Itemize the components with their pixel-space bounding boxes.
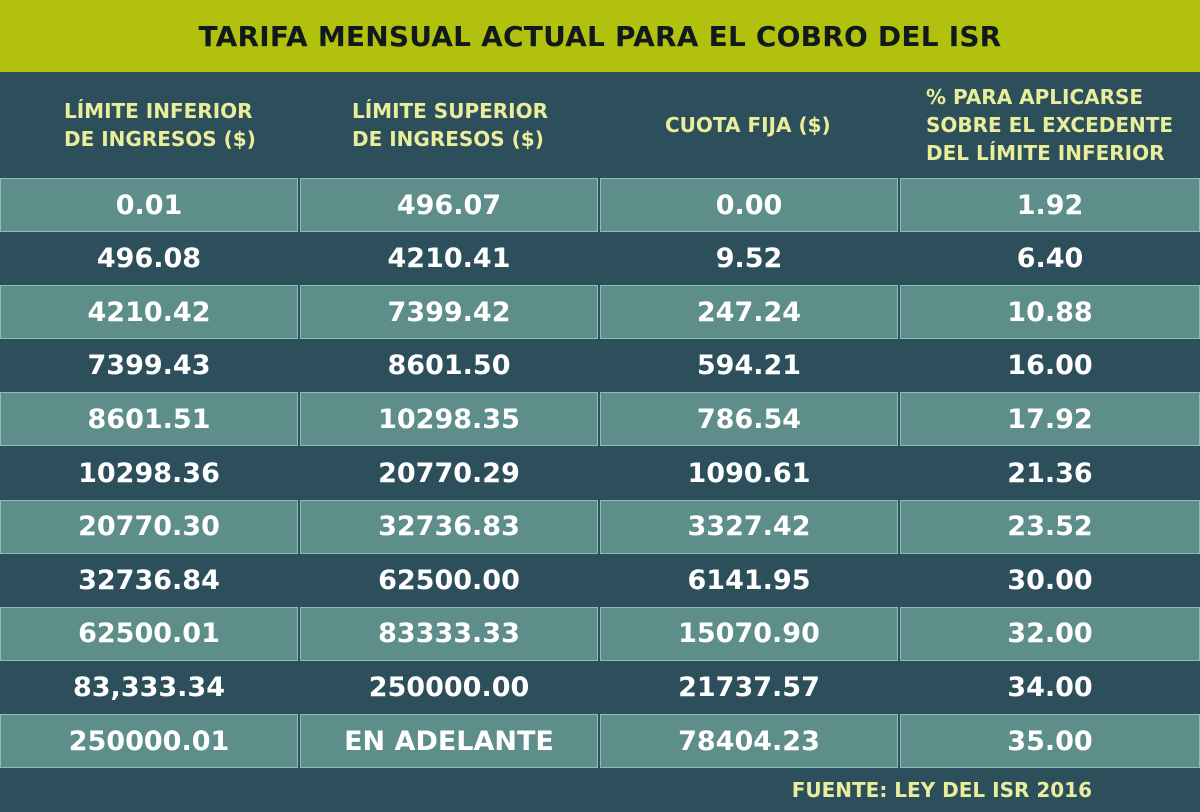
- limite-inferior-cell: 250000.01: [0, 714, 298, 768]
- chart-title: TARIFA MENSUAL ACTUAL PARA EL COBRO DEL …: [198, 19, 1002, 53]
- header-porcentaje: % PARA APLICARSE SOBRE EL EXCEDENTE DEL …: [926, 85, 1174, 165]
- porcentaje-cell: 21.36: [1007, 457, 1093, 489]
- table-row: 20770.30 32736.83 3327.42 23.52: [0, 499, 1200, 554]
- porcentaje-cell: 35.00: [900, 714, 1200, 768]
- cuota-fija-cell: 594.21: [696, 350, 802, 382]
- limite-superior-cell: 83333.33: [300, 606, 598, 661]
- limite-superior-cell: 496.07: [300, 178, 598, 232]
- porcentaje-cell: 1.92: [900, 178, 1200, 232]
- cuota-fija-cell: 9.52: [715, 243, 783, 275]
- limite-inferior-cell: 20770.30: [0, 499, 298, 554]
- limite-inferior-cell: 62500.01: [0, 606, 298, 661]
- limite-superior-cell: 250000.00: [368, 671, 530, 703]
- porcentaje-cell: 32.00: [900, 606, 1200, 661]
- cuota-fija-cell: 1090.61: [687, 457, 811, 489]
- cuota-fija-cell: 0.00: [600, 178, 898, 232]
- table-row: 62500.01 83333.33 15070.90 32.00: [0, 606, 1200, 661]
- table-row: 32736.84 62500.00 6141.95 30.00: [0, 553, 1200, 607]
- cuota-fija-cell: 15070.90: [600, 606, 898, 661]
- table-row: 496.08 4210.41 9.52 6.40: [0, 232, 1200, 286]
- limite-superior-cell: 32736.83: [300, 499, 598, 554]
- porcentaje-cell: 16.00: [1007, 350, 1093, 382]
- limite-inferior-cell: 0.01: [0, 178, 298, 232]
- table-row: 7399.43 8601.50 594.21 16.00: [0, 339, 1200, 393]
- limite-superior-cell: 4210.41: [387, 243, 511, 275]
- table-row: 8601.51 10298.35 786.54 17.92: [0, 392, 1200, 447]
- porcentaje-cell: 10.88: [900, 285, 1200, 340]
- limite-superior-cell: 10298.35: [300, 392, 598, 447]
- limite-inferior-cell: 83,333.34: [72, 671, 226, 703]
- limite-inferior-cell: 32736.84: [78, 564, 220, 596]
- cuota-fija-cell: 21737.57: [678, 671, 820, 703]
- limite-superior-cell: 7399.42: [300, 285, 598, 340]
- porcentaje-cell: 17.92: [900, 392, 1200, 447]
- table-row: 250000.01 EN ADELANTE 78404.23 35.00: [0, 714, 1200, 768]
- table-row: 10298.36 20770.29 1090.61 21.36: [0, 446, 1200, 500]
- table-row: 4210.42 7399.42 247.24 10.88: [0, 285, 1200, 340]
- porcentaje-cell: 34.00: [1007, 671, 1093, 703]
- limite-inferior-cell: 7399.43: [87, 350, 211, 382]
- porcentaje-cell: 6.40: [1016, 243, 1084, 275]
- title-bar: TARIFA MENSUAL ACTUAL PARA EL COBRO DEL …: [0, 0, 1200, 72]
- table-row: 83,333.34 250000.00 21737.57 34.00: [0, 660, 1200, 714]
- porcentaje-cell: 23.52: [900, 499, 1200, 554]
- cuota-fija-cell: 6141.95: [687, 564, 811, 596]
- table-row: 0.01 496.07 0.00 1.92: [0, 178, 1200, 232]
- porcentaje-cell: 30.00: [1007, 564, 1093, 596]
- limite-inferior-cell: 8601.51: [0, 392, 298, 447]
- limite-superior-cell: EN ADELANTE: [300, 714, 598, 768]
- cuota-fija-cell: 786.54: [600, 392, 898, 447]
- limite-superior-cell: 20770.29: [378, 457, 520, 489]
- cuota-fija-cell: 78404.23: [600, 714, 898, 768]
- limite-inferior-cell: 496.08: [96, 243, 202, 275]
- table-header: LÍMITE INFERIOR DE INGRESOS ($) LÍMITE S…: [0, 72, 1200, 178]
- cuota-fija-cell: 3327.42: [600, 499, 898, 554]
- header-cuota-fija: CUOTA FIJA ($): [665, 113, 831, 137]
- cuota-fija-cell: 247.24: [600, 285, 898, 340]
- limite-superior-cell: 8601.50: [387, 350, 511, 382]
- limite-inferior-cell: 4210.42: [0, 285, 298, 340]
- source-note: FUENTE: LEY DEL ISR 2016: [791, 778, 1092, 802]
- header-limite-inferior: LÍMITE INFERIOR DE INGRESOS ($): [64, 99, 256, 151]
- limite-inferior-cell: 10298.36: [78, 457, 220, 489]
- limite-superior-cell: 62500.00: [378, 564, 520, 596]
- header-limite-superior: LÍMITE SUPERIOR DE INGRESOS ($): [352, 99, 549, 151]
